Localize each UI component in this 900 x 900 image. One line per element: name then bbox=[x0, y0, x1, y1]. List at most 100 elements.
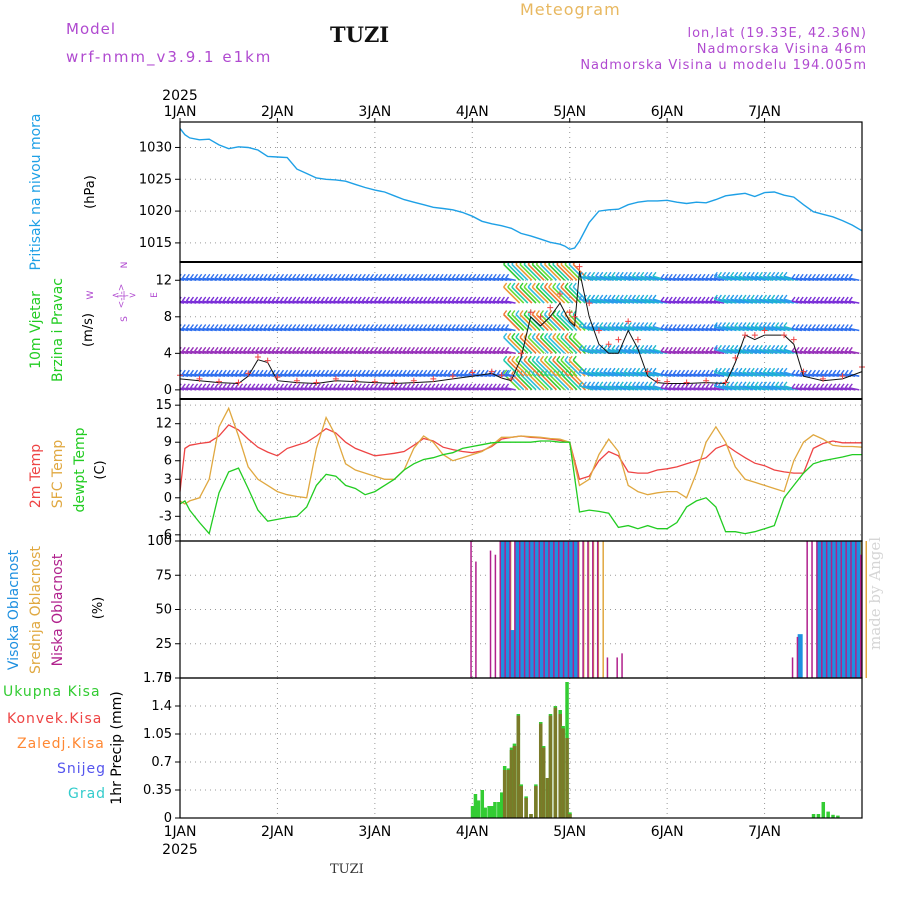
precip-ytick: 0 bbox=[164, 811, 172, 826]
wind-barb bbox=[247, 327, 258, 332]
wind-barb bbox=[423, 350, 434, 355]
wind-barb bbox=[186, 277, 197, 282]
x-tick-bottom: 1JAN bbox=[164, 824, 197, 840]
wind-barb bbox=[206, 387, 217, 391]
wind-barb bbox=[734, 298, 750, 304]
gust-mark bbox=[527, 309, 534, 316]
wind-barb bbox=[448, 327, 459, 332]
wind-barb-flag bbox=[202, 296, 207, 302]
wind-barb-flag bbox=[717, 294, 722, 300]
wind-barb bbox=[333, 387, 344, 391]
wind-barb-flag bbox=[480, 273, 485, 279]
wind-barb-flag bbox=[539, 282, 545, 288]
wind-barb-flag bbox=[174, 384, 177, 388]
wind-barb-flag bbox=[738, 271, 743, 277]
wind-barb-flag bbox=[689, 369, 694, 375]
wind-barb bbox=[669, 277, 680, 282]
wind-barb bbox=[599, 385, 614, 391]
wind-barb-flag bbox=[243, 296, 248, 302]
wind-barb-flag bbox=[247, 383, 252, 389]
wind-barb bbox=[742, 371, 758, 377]
high-cloud-bar bbox=[563, 541, 569, 678]
wind-barb-flag bbox=[800, 256, 803, 260]
wind-barb bbox=[689, 327, 700, 332]
wind-barb bbox=[378, 350, 389, 355]
wind-barb-flag bbox=[713, 271, 718, 277]
wind-barb-flag bbox=[350, 256, 353, 260]
wind-barb bbox=[555, 262, 557, 263]
wind-barb-flag bbox=[485, 256, 488, 260]
wind-barb-flag bbox=[263, 273, 268, 279]
wind-barb-flag bbox=[366, 256, 369, 260]
wind-barb-flag bbox=[180, 296, 182, 300]
wind-barb-flag bbox=[672, 346, 677, 352]
temp-ytick: 15 bbox=[155, 398, 172, 413]
compass-letter: W bbox=[86, 290, 96, 299]
wind-barb bbox=[284, 387, 295, 391]
wind-barb-flag bbox=[468, 346, 473, 352]
wind-barb bbox=[394, 300, 406, 304]
wind-barb bbox=[390, 277, 402, 282]
wind-barb-flag bbox=[817, 256, 820, 260]
wind-barb-flag bbox=[198, 296, 203, 302]
gust-mark bbox=[313, 379, 320, 386]
wind-barb bbox=[726, 298, 741, 304]
wind-barb bbox=[218, 277, 230, 282]
wind-barb-flag bbox=[713, 294, 718, 300]
wind-barb-flag bbox=[676, 296, 681, 302]
wind-barb-flag bbox=[279, 324, 285, 329]
wind-barb-flag bbox=[564, 282, 569, 288]
precip-convective-bar bbox=[565, 738, 569, 818]
wind-barb bbox=[186, 300, 197, 304]
wind-barb bbox=[763, 325, 778, 332]
wind-barb bbox=[329, 350, 340, 355]
wind-barb-flag bbox=[369, 324, 375, 329]
legend-convective-rain: Konvek.Kisa bbox=[7, 711, 103, 727]
wind-barb-flag bbox=[395, 256, 398, 260]
wind-barb-flag bbox=[387, 256, 390, 260]
wind-barb bbox=[523, 313, 541, 332]
wind-barb-flag bbox=[259, 383, 264, 389]
wind-barb-flag bbox=[338, 256, 341, 260]
wind-barb bbox=[564, 286, 582, 304]
wind-barb-flag bbox=[174, 274, 177, 278]
wind-barb-flag bbox=[811, 383, 817, 389]
wind-barb bbox=[194, 350, 205, 355]
wind-barb bbox=[493, 300, 504, 304]
wind-barb bbox=[693, 300, 704, 304]
wind-barb bbox=[300, 350, 312, 355]
wind-barb bbox=[812, 373, 823, 377]
wind-barb bbox=[370, 373, 381, 377]
wind-barb bbox=[681, 327, 692, 332]
gust-mark bbox=[430, 375, 437, 382]
wind-barb-flag bbox=[527, 355, 532, 361]
wind-barb bbox=[640, 275, 655, 282]
wind-barb-flag bbox=[185, 369, 190, 375]
wind-barb-flag bbox=[427, 273, 432, 279]
wind-barb-flag bbox=[378, 383, 383, 389]
wind-barb-flag bbox=[243, 346, 248, 352]
wind-barb-flag bbox=[742, 271, 747, 277]
wind-barb bbox=[539, 359, 558, 377]
wind-barb bbox=[849, 387, 860, 391]
high-cloud-bar bbox=[817, 541, 823, 678]
wind-barb bbox=[730, 275, 745, 282]
wind-barb bbox=[611, 298, 627, 304]
wind-barb-flag bbox=[779, 271, 784, 277]
wind-barb-flag bbox=[206, 346, 211, 352]
wind-barb-flag bbox=[300, 369, 305, 375]
wind-barb bbox=[738, 371, 754, 377]
wind-barb bbox=[501, 327, 512, 332]
wind-barb bbox=[182, 327, 193, 332]
wind-barb bbox=[836, 277, 848, 282]
wind-barb bbox=[505, 387, 516, 391]
wind-barb bbox=[583, 371, 598, 377]
wind-barb-flag bbox=[410, 369, 415, 375]
wind-barb-flag bbox=[476, 346, 481, 352]
wind-barb-flag bbox=[284, 273, 289, 279]
wind-barb bbox=[276, 387, 287, 391]
wind-barb-flag bbox=[607, 294, 612, 300]
low-cloud-bar bbox=[830, 541, 833, 678]
wind-barb bbox=[795, 350, 807, 355]
wind-barb bbox=[382, 350, 393, 355]
